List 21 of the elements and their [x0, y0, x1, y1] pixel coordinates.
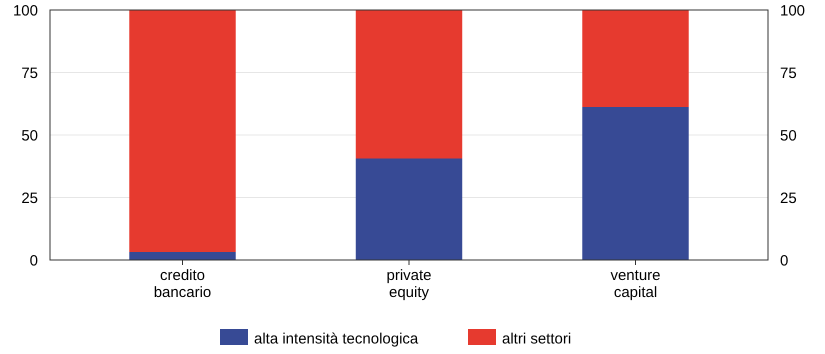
y-tick-label: 75 [21, 64, 38, 82]
y-tick-label: 100 [12, 2, 38, 20]
legend-label: alta intensità tecnologica [254, 330, 419, 348]
y2-tick-label: 25 [780, 190, 797, 207]
y2-tick-label: 75 [780, 64, 797, 82]
bar [582, 107, 689, 260]
bar [129, 10, 236, 252]
x-tick-label: private equity [386, 267, 432, 301]
bar [582, 10, 689, 107]
bar [356, 158, 462, 260]
y2-tick-label: 0 [780, 252, 788, 270]
x-tick-label: venture capital [610, 267, 661, 301]
y-tick-label: 0 [30, 252, 38, 270]
bar [129, 252, 236, 260]
y2-tick-label: 50 [780, 127, 797, 144]
x-tick-label: credito bancario [154, 267, 212, 301]
y-tick-label: 50 [21, 127, 38, 144]
legend-label: altri settori [502, 330, 572, 348]
y2-tick-label: 100 [780, 2, 806, 20]
bar [356, 10, 462, 158]
y-tick-label: 25 [21, 190, 38, 207]
